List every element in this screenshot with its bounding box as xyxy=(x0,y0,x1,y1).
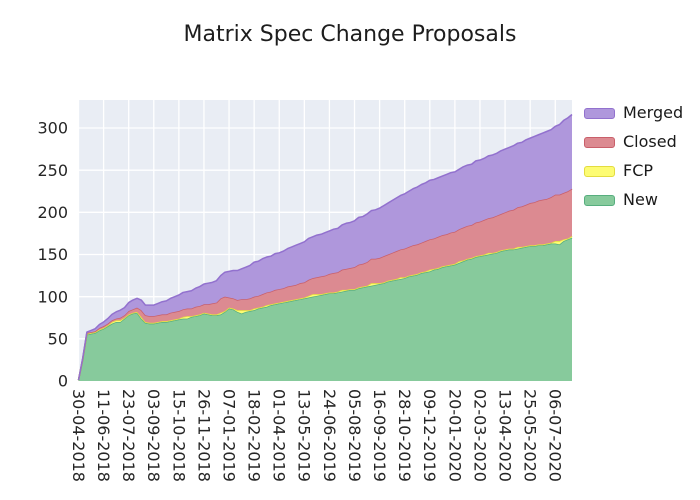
legend-label-merged: Merged xyxy=(623,103,684,122)
legend-item-merged: Merged xyxy=(584,103,683,123)
x-tick-label: 16-09-2019 xyxy=(370,389,389,482)
x-tick-label: 11-06-2018 xyxy=(94,389,113,482)
x-tick-label: 05-08-2019 xyxy=(345,389,364,482)
x-tick-label: 01-04-2019 xyxy=(270,389,289,482)
legend-item-fcp: FCP xyxy=(584,161,683,181)
legend-swatch-new xyxy=(584,194,615,206)
area-edge-new xyxy=(77,236,573,381)
legend: Merged Closed FCP New xyxy=(584,103,683,219)
x-tick-label: 09-12-2019 xyxy=(420,389,439,482)
legend-swatch-fcp xyxy=(584,165,615,177)
legend-label-new: New xyxy=(623,190,658,209)
y-tick-label: 0 xyxy=(58,372,68,391)
area-new xyxy=(78,237,572,381)
area-edge-merged xyxy=(77,113,573,381)
y-tick-label: 100 xyxy=(37,287,68,306)
y-tick-label: 50 xyxy=(48,329,68,348)
x-tick-label: 18-02-2019 xyxy=(245,389,264,482)
x-tick-label: 07-01-2019 xyxy=(219,389,238,482)
legend-label-closed: Closed xyxy=(623,132,677,151)
y-tick-label: 250 xyxy=(37,161,68,180)
y-tick-label: 150 xyxy=(37,245,68,264)
x-tick-label: 30-04-2018 xyxy=(69,389,88,482)
y-tick-label: 200 xyxy=(37,203,68,222)
x-tick-label: 23-07-2018 xyxy=(119,389,138,482)
x-tick-label: 20-01-2020 xyxy=(445,389,464,482)
x-tick-label: 28-10-2019 xyxy=(395,389,414,482)
x-tick-label: 25-05-2020 xyxy=(521,389,540,482)
x-tick-label: 15-10-2018 xyxy=(169,389,188,482)
chart-title: Matrix Spec Change Proposals xyxy=(183,22,517,47)
legend-swatch-merged xyxy=(584,107,615,119)
legend-swatch-closed xyxy=(584,136,615,148)
legend-item-new: New xyxy=(584,190,683,210)
x-tick-label: 13-04-2020 xyxy=(495,389,514,482)
area-merged xyxy=(78,114,572,381)
x-tick-label: 06-07-2020 xyxy=(546,389,565,482)
x-tick-label: 26-11-2018 xyxy=(194,389,213,482)
x-tick-label: 24-06-2019 xyxy=(320,389,339,482)
x-tick-label: 02-03-2020 xyxy=(470,389,489,482)
area-closed xyxy=(78,188,572,381)
y-tick-label: 300 xyxy=(37,119,68,138)
x-tick-label: 03-09-2018 xyxy=(144,389,163,482)
x-tick-label: 13-05-2019 xyxy=(295,389,314,482)
legend-label-fcp: FCP xyxy=(623,161,654,180)
legend-item-closed: Closed xyxy=(584,132,683,152)
